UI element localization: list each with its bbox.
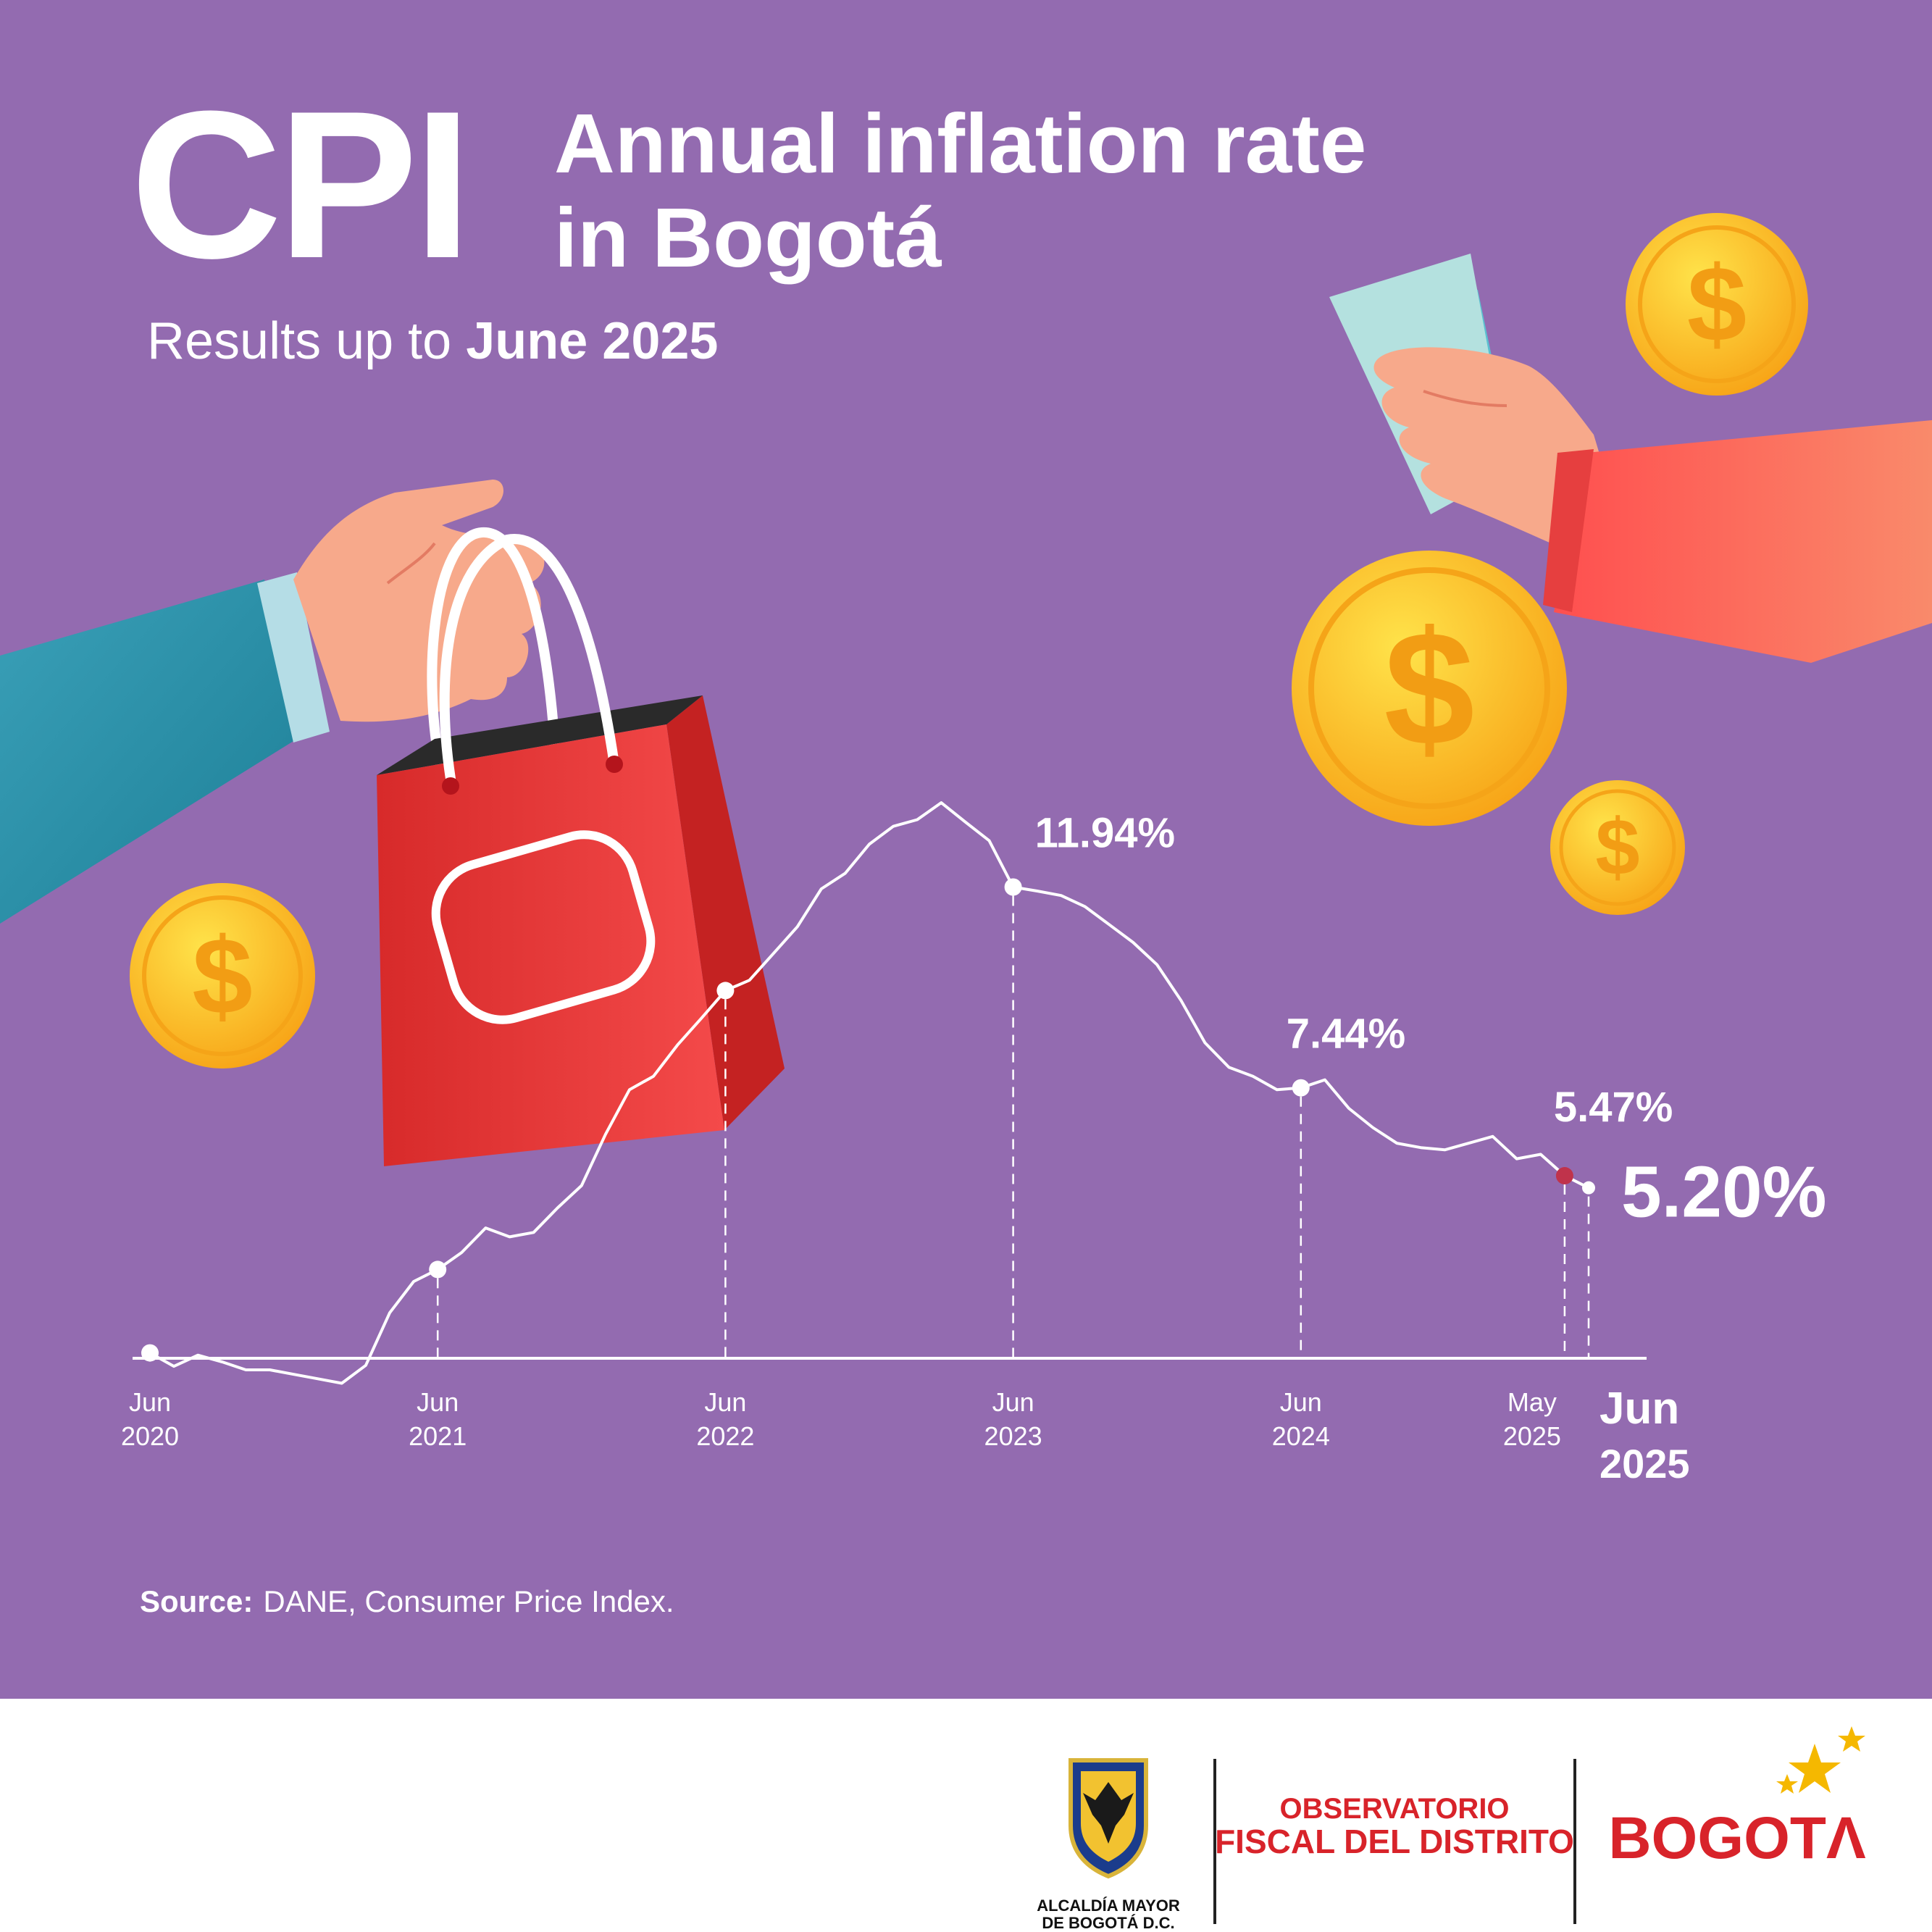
subtitle-prefix: Results up to: [147, 312, 452, 370]
source-note: Source: DANE, Consumer Price Index.: [140, 1586, 674, 1617]
data-point-2025-06: [1582, 1181, 1595, 1195]
subtitle: Results up to June 2025: [147, 315, 718, 367]
hand-holding-shopping-bag-icon: [0, 480, 545, 924]
alcaldia-line-1: ALCALDÍA MAYOR: [1037, 1897, 1180, 1915]
tick-label-2025-06-month: Jun: [1599, 1384, 1679, 1434]
data-point-2022-06: [716, 982, 735, 1000]
svg-text:$: $: [192, 915, 252, 1037]
svg-text:$: $: [1595, 803, 1639, 892]
source-text: DANE, Consumer Price Index.: [263, 1584, 674, 1618]
value-label-2024-06: 7.44%: [1287, 1011, 1405, 1058]
tick-label-2025-05-month: May: [1507, 1387, 1557, 1417]
data-point-2020-06: [141, 1344, 159, 1362]
title-line-1: Annual inflation rate: [554, 96, 1367, 191]
data-point-2025-05: [1555, 1167, 1573, 1185]
footer-logos: ALCALDÍA MAYOR DE BOGOTÁ D.C. OBSERVATOR…: [0, 1699, 1932, 1932]
tick-label-2022-06-month: Jun: [704, 1387, 746, 1417]
dollar-coin-icon: $: [130, 883, 315, 1069]
observatorio-line-1: OBSERVATORIO: [1279, 1793, 1509, 1825]
subtitle-date: June 2025: [466, 312, 719, 370]
dollar-coin-icon: $: [1626, 213, 1808, 396]
tick-label-2021-06-month: Jun: [417, 1387, 459, 1417]
tick-label-2023-06-year: 2023: [984, 1421, 1042, 1451]
tick-label-2025-05-year: 2025: [1503, 1421, 1561, 1451]
inflation-series-line: [149, 801, 1589, 1385]
value-label-2023-06: 11.94%: [1035, 809, 1176, 856]
cpi-heading: CPI: [130, 67, 472, 302]
tick-label-2023-06-month: Jun: [992, 1387, 1034, 1417]
observatorio-line-2: FISCAL DEL DISTRITO: [1215, 1823, 1574, 1860]
value-label-2025-06: 5.20%: [1621, 1152, 1827, 1233]
tick-label-2025-06-year: 2025: [1599, 1441, 1690, 1486]
svg-text:$: $: [1384, 597, 1474, 779]
data-point-2021-06: [429, 1260, 447, 1279]
shopping-bag-icon: [377, 527, 785, 1166]
hand-holding-cash-icon: [1329, 254, 1932, 663]
bogota-wordmark: BOGOTΛ: [1608, 1805, 1866, 1871]
alcaldia-line-2: DE BOGOTÁ D.C.: [1042, 1914, 1174, 1932]
coat-of-arms-icon: [1069, 1758, 1148, 1879]
inflation-line-chart: 11.94% 7.44% 5.47% 5.20% Jun 2020 Jun 2021 Jun 2…: [121, 801, 1827, 1486]
data-point-2024-06: [1292, 1079, 1310, 1097]
value-label-2025-05: 5.47%: [1554, 1084, 1673, 1131]
footer-divider: [1573, 1759, 1576, 1924]
tick-label-2021-06-year: 2021: [409, 1421, 467, 1451]
source-label: Source:: [140, 1584, 254, 1618]
data-point-2023-06: [1004, 878, 1022, 896]
tick-label-2024-06-year: 2024: [1272, 1421, 1330, 1451]
tick-label-2020-06-year: 2020: [121, 1421, 179, 1451]
footer-divider: [1213, 1759, 1216, 1924]
dollar-coin-icon: $: [1550, 780, 1685, 915]
svg-text:$: $: [1687, 245, 1747, 364]
illustration: $ $ $ $: [0, 213, 1932, 1166]
tick-label-2024-06-month: Jun: [1280, 1387, 1322, 1417]
tick-label-2020-06-month: Jun: [129, 1387, 171, 1417]
dollar-coin-icon: $: [1292, 551, 1567, 826]
footer-logo-strip: ALCALDÍA MAYOR DE BOGOTÁ D.C. OBSERVATOR…: [1037, 1726, 1866, 1932]
title-line-2: in Bogotá: [554, 191, 942, 285]
purple-panel: $ $ $ $ 11.94% 7.44% 5.47: [0, 0, 1932, 1699]
star-icon: [1776, 1726, 1865, 1794]
tick-label-2022-06-year: 2022: [696, 1421, 754, 1451]
